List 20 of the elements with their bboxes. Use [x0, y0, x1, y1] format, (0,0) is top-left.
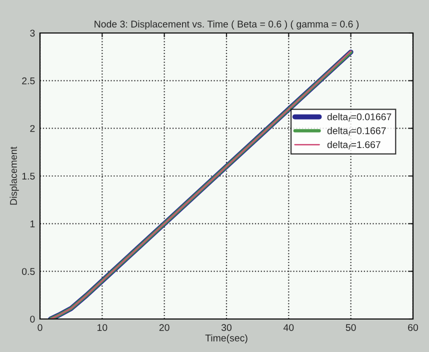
- y-tick-label: 2: [30, 125, 35, 132]
- y-tick-label: 1: [30, 220, 35, 228]
- y-tick-label: 0.5: [22, 268, 35, 275]
- legend-label: delta$_{f}$=0.01667: [327, 113, 392, 122]
- legend-label: delta$_{f}$=1.667: [327, 140, 380, 150]
- x-tick-label: 40: [283, 324, 294, 331]
- y-tick-label: 1.5: [22, 172, 35, 180]
- y-tick-label: 2.5: [22, 77, 35, 84]
- x-tick-label: 60: [408, 324, 418, 331]
- x-tick-label: 20: [159, 324, 170, 331]
- y-tick-label: 3: [30, 30, 35, 37]
- x-tick-label: 0: [38, 324, 42, 331]
- x-axis-title: Time(sec): [205, 334, 248, 344]
- legend-label: delta$_{f}$=0.1667: [327, 127, 386, 136]
- x-tick-label: 30: [221, 324, 232, 331]
- y-tick-label: 0: [30, 316, 35, 323]
- chart-title: Node 3: Displacement vs. Time ( Beta = 0.6 ) ( gamma = 0.6 ): [94, 20, 359, 30]
- x-tick-label: 10: [98, 324, 108, 331]
- x-tick-label: 50: [346, 324, 356, 331]
- y-axis-title: Displacement: [10, 146, 19, 205]
